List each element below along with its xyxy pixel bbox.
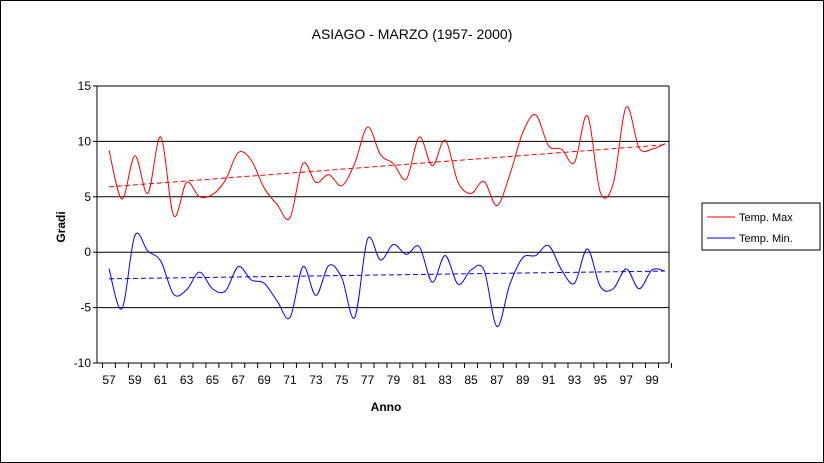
- legend-label-min: Temp. Min.: [739, 233, 793, 245]
- x-tick-label: 73: [309, 373, 323, 387]
- x-tick-label: 93: [568, 373, 582, 387]
- y-tick-label: 15: [78, 79, 92, 93]
- x-tick-label: 59: [128, 373, 142, 387]
- x-tick-label: 99: [645, 373, 659, 387]
- y-axis-label: Gradi: [54, 211, 68, 242]
- x-tick-label: 89: [516, 373, 530, 387]
- y-tick-label: -10: [74, 356, 92, 370]
- y-tick-label: -5: [80, 301, 91, 315]
- x-tick-label: 67: [232, 373, 246, 387]
- x-axis-label: Anno: [371, 400, 402, 414]
- x-tick-label: 63: [180, 373, 194, 387]
- x-tick-label: 71: [283, 373, 297, 387]
- x-tick-label: 75: [335, 373, 349, 387]
- x-tick-label: 87: [490, 373, 504, 387]
- x-tick-label: 79: [387, 373, 401, 387]
- x-tick-label: 95: [594, 373, 608, 387]
- x-tick-label: 77: [361, 373, 375, 387]
- series-line-max: [108, 106, 666, 220]
- trendline-min: [108, 270, 665, 280]
- chart-title: ASIAGO - MARZO (1957- 2000): [312, 26, 513, 42]
- series-line-min: [108, 232, 666, 327]
- x-tick-label: 65: [206, 373, 220, 387]
- y-tick-label: 0: [84, 245, 91, 259]
- legend: Temp. Max Temp. Min.: [701, 202, 821, 251]
- x-tick-label: 85: [464, 373, 478, 387]
- trendline-max: [108, 144, 666, 188]
- y-tick-label: 5: [84, 190, 91, 204]
- legend-label-max: Temp. Max: [739, 212, 793, 224]
- x-tick-label: 69: [257, 373, 271, 387]
- x-tick-label: 83: [439, 373, 453, 387]
- x-tick-label: 57: [102, 373, 116, 387]
- y-tick-label: 10: [78, 134, 92, 148]
- x-tick-label: 61: [154, 373, 168, 387]
- legend-box: [701, 202, 821, 251]
- x-tick-label: 97: [620, 373, 634, 387]
- x-tick-label: 91: [542, 373, 556, 387]
- x-tick-label: 81: [413, 373, 427, 387]
